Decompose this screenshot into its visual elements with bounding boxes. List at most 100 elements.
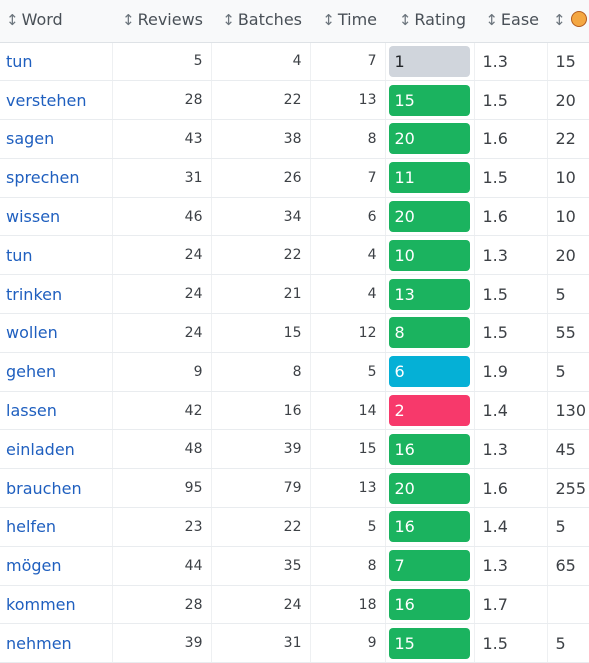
time-cell: 4 <box>310 274 386 315</box>
sort-icon: ↕ <box>6 11 19 30</box>
word-link[interactable]: kommen <box>0 585 113 625</box>
reviews-cell: 43 <box>112 119 212 159</box>
table-row: sprechen 31 26 7 11 1.5 10 <box>0 158 589 198</box>
column-header-batches[interactable]: ↕ Batches <box>211 0 310 43</box>
reviews-cell: 46 <box>112 197 212 237</box>
word-link[interactable]: helfen <box>0 507 113 547</box>
column-label: Reviews <box>137 10 203 30</box>
word-link[interactable]: sagen <box>0 119 113 159</box>
rating-cell: 8 <box>385 313 475 353</box>
batches-cell: 22 <box>211 80 311 121</box>
time-cell: 9 <box>310 623 386 663</box>
ease-cell: 1.5 <box>474 313 548 353</box>
ease-cell: 1.5 <box>474 274 548 315</box>
batches-cell: 21 <box>211 274 311 315</box>
column-header-word[interactable]: ↕ Word <box>0 0 112 43</box>
reviews-cell: 42 <box>112 391 212 431</box>
column-header-reviews[interactable]: ↕ Reviews <box>112 0 211 43</box>
rating-badge: 6 <box>388 356 470 388</box>
word-link[interactable]: wissen <box>0 197 113 237</box>
word-link[interactable]: einladen <box>0 429 113 470</box>
reviews-cell: 28 <box>112 80 212 121</box>
ease-cell: 1.3 <box>474 429 548 470</box>
rating-cell: 16 <box>385 429 475 470</box>
reviews-cell: 24 <box>112 313 212 353</box>
table-header: ↕ Word ↕ Reviews ↕ Batches ↕ Time ↕ Rating ↕ E… <box>0 0 589 43</box>
word-link[interactable]: trinken <box>0 274 113 315</box>
rating-badge: 1 <box>388 45 470 77</box>
time-cell: 6 <box>310 197 386 237</box>
word-link[interactable]: sprechen <box>0 158 113 198</box>
clown-count-cell: 5 <box>547 352 589 392</box>
rating-badge: 16 <box>388 433 470 465</box>
reviews-cell: 24 <box>112 274 212 315</box>
table-row: verstehen 28 22 13 15 1.5 20 <box>0 80 589 121</box>
column-label: Batches <box>237 10 302 30</box>
rating-badge: 2 <box>388 395 470 427</box>
clown-count-cell: 130 <box>547 391 589 431</box>
batches-cell: 38 <box>211 119 311 159</box>
word-link[interactable]: wollen <box>0 313 113 353</box>
sort-icon: ↕ <box>122 11 135 30</box>
reviews-cell: 31 <box>112 158 212 198</box>
rating-cell: 2 <box>385 391 475 431</box>
time-cell: 5 <box>310 352 386 392</box>
table-row: wissen 46 34 6 20 1.6 10 <box>0 197 589 237</box>
column-header-ease[interactable]: ↕ Ease <box>474 0 547 43</box>
table-body: tun 5 4 7 1 1.3 15 verstehen 28 22 13 15… <box>0 42 589 663</box>
clown-count-cell: 10 <box>547 158 589 198</box>
clown-count-cell <box>547 585 589 625</box>
rating-badge: 20 <box>388 123 470 155</box>
clown-count-cell: 255 <box>547 468 589 509</box>
clown-count-cell: 22 <box>547 119 589 159</box>
batches-cell: 22 <box>211 235 311 276</box>
reviews-cell: 23 <box>112 507 212 547</box>
table-row: sagen 43 38 8 20 1.6 22 <box>0 119 589 159</box>
rating-cell: 13 <box>385 274 475 315</box>
column-header-time[interactable]: ↕ Time <box>310 0 385 43</box>
column-label: Word <box>21 10 63 30</box>
batches-cell: 39 <box>211 429 311 470</box>
table-row: brauchen 95 79 13 20 1.6 255 <box>0 468 589 509</box>
sort-icon: ↕ <box>322 11 335 30</box>
ease-cell: 1.6 <box>474 197 548 237</box>
rating-cell: 6 <box>385 352 475 392</box>
time-cell: 7 <box>310 158 386 198</box>
time-cell: 8 <box>310 546 386 586</box>
word-link[interactable]: verstehen <box>0 80 113 121</box>
table-row: helfen 23 22 5 16 1.4 5 <box>0 507 589 547</box>
ease-cell: 1.3 <box>474 42 548 82</box>
ease-cell: 1.6 <box>474 468 548 509</box>
ease-cell: 1.9 <box>474 352 548 392</box>
column-header-rating[interactable]: ↕ Rating <box>385 0 474 43</box>
rating-badge: 20 <box>388 472 470 504</box>
word-link[interactable]: mögen <box>0 546 113 586</box>
batches-cell: 31 <box>211 623 311 663</box>
ease-cell: 1.5 <box>474 80 548 121</box>
rating-badge: 16 <box>388 511 470 543</box>
word-link[interactable]: nehmen <box>0 623 113 663</box>
reviews-cell: 24 <box>112 235 212 276</box>
rating-badge: 13 <box>388 278 470 310</box>
rating-cell: 16 <box>385 585 475 625</box>
reviews-cell: 48 <box>112 429 212 470</box>
table-row: nehmen 39 31 9 15 1.5 5 <box>0 623 589 663</box>
word-link[interactable]: lassen <box>0 391 113 431</box>
clown-count-cell: 20 <box>547 80 589 121</box>
word-link[interactable]: tun <box>0 42 113 82</box>
clown-count-cell: 55 <box>547 313 589 353</box>
clown-count-cell: 45 <box>547 429 589 470</box>
time-cell: 15 <box>310 429 386 470</box>
batches-cell: 34 <box>211 197 311 237</box>
ease-cell: 1.5 <box>474 158 548 198</box>
column-header-clown[interactable]: ↕ <box>547 0 589 43</box>
word-link[interactable]: gehen <box>0 352 113 392</box>
clown-count-cell: 5 <box>547 623 589 663</box>
time-cell: 5 <box>310 507 386 547</box>
word-link[interactable]: tun <box>0 235 113 276</box>
batches-cell: 79 <box>211 468 311 509</box>
rating-badge: 15 <box>388 627 470 659</box>
batches-cell: 15 <box>211 313 311 353</box>
word-link[interactable]: brauchen <box>0 468 113 509</box>
batches-cell: 24 <box>211 585 311 625</box>
